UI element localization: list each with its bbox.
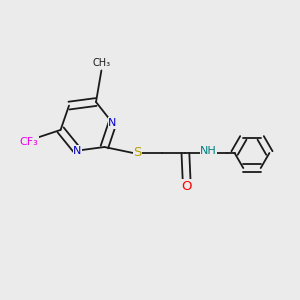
Text: CH₃: CH₃ bbox=[92, 58, 110, 68]
Text: S: S bbox=[133, 146, 142, 160]
Text: CF₃: CF₃ bbox=[20, 136, 38, 147]
Text: NH: NH bbox=[200, 146, 217, 157]
Text: N: N bbox=[108, 118, 117, 128]
Text: N: N bbox=[73, 146, 82, 156]
Text: O: O bbox=[181, 180, 192, 193]
